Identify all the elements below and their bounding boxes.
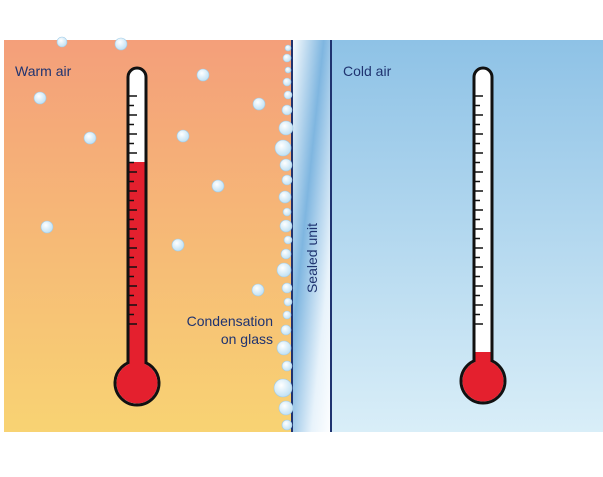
glass-droplet <box>281 419 293 431</box>
glass-droplet <box>283 235 293 245</box>
glass-droplet <box>284 44 292 52</box>
air-droplet <box>176 129 190 143</box>
glass-droplet <box>276 262 292 278</box>
bubbles <box>33 36 294 431</box>
thermometers <box>113 66 507 407</box>
thermometer-bulb <box>462 360 504 402</box>
glass-droplet <box>276 340 292 356</box>
condensation-label: Condensation <box>187 313 273 329</box>
glass-droplet <box>278 190 292 204</box>
glass-droplet <box>273 378 293 398</box>
glass-droplet <box>280 248 292 260</box>
glass-droplet <box>281 174 293 186</box>
thermometer-fill <box>129 162 145 383</box>
air-droplet <box>252 97 266 111</box>
warm-label: Warm air <box>15 63 72 79</box>
glass-droplet <box>274 139 292 157</box>
glass-droplet <box>280 324 292 336</box>
air-droplet <box>33 91 47 105</box>
air-droplet <box>171 238 185 252</box>
air-droplet <box>56 36 68 48</box>
glass-unit <box>291 40 332 432</box>
glass-droplet <box>282 207 292 217</box>
thermometer-bulb <box>116 362 158 404</box>
glass-droplet <box>281 104 293 116</box>
air-droplet <box>83 131 97 145</box>
glass-droplet <box>279 219 293 233</box>
glass-droplet <box>281 360 293 372</box>
glass-droplet <box>283 297 293 307</box>
glass-droplet <box>278 400 294 416</box>
air-droplet <box>40 220 54 234</box>
glass-droplet <box>278 120 294 136</box>
glass-droplet <box>284 66 292 74</box>
glass-droplet <box>282 53 292 63</box>
air-droplet <box>251 283 265 297</box>
air-droplet <box>196 68 210 82</box>
air-droplet <box>114 37 128 51</box>
glass-droplet <box>282 310 292 320</box>
glass-droplet <box>281 282 293 294</box>
cold-label: Cold air <box>343 63 392 79</box>
glass-droplet <box>282 77 292 87</box>
condensation-label: on glass <box>221 331 273 347</box>
air-droplet <box>211 179 225 193</box>
glass-label: Sealed unit <box>304 223 320 293</box>
glass-droplet <box>279 158 293 172</box>
glass-droplet <box>283 90 293 100</box>
